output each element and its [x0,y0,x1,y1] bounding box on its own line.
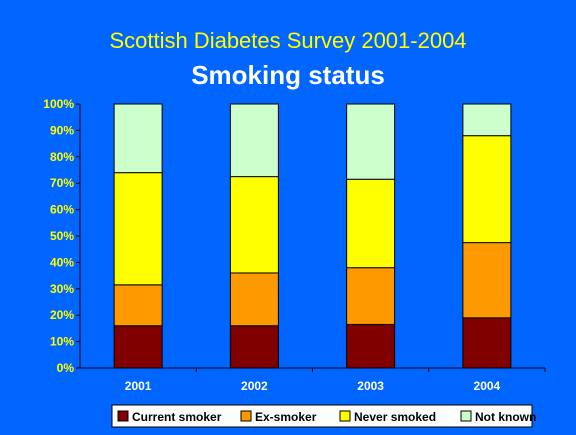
y-tick-label: 10% [50,335,74,349]
bar-segment-never-smoked [346,178,396,269]
bar-segment-ex-smoker [113,284,163,327]
chart-subtitle: Smoking status [191,60,385,90]
y-tick-label: 30% [50,282,74,296]
x-tick-label: 2004 [474,379,501,393]
y-tick-label: 40% [50,255,74,269]
y-tick-label: 100% [43,97,74,111]
bar-segment-not-known [346,103,396,180]
bar-segment-current-smoker [462,317,512,369]
bar-segment-not-known [462,103,512,137]
bar-segment-current-smoker [346,323,396,369]
legend-swatch [240,410,252,422]
y-tick-label: 20% [50,308,74,322]
legend-label: Current smoker [132,410,222,424]
x-tick-label: 2001 [125,379,152,393]
bar-segment-current-smoker [113,325,163,369]
bar-segment-never-smoked [229,176,279,274]
bar-segment-never-smoked [113,172,163,286]
bar-segment-not-known [229,103,279,178]
legend-swatch [339,410,351,422]
legend-box [111,404,533,428]
bar-segment-ex-smoker [462,242,512,319]
legend-swatch [460,410,472,422]
y-tick-label: 80% [50,150,74,164]
plot-area: 0% 10% 20% 30% 40% 50% 60% 70% 80% 90% 100% 2001 200… [43,97,546,393]
x-tick-label: 2002 [241,379,268,393]
bar-segment-current-smoker [229,325,279,369]
bar-segment-not-known [113,103,163,174]
y-tick-label: 0% [57,361,75,375]
legend-label: Not known [475,410,536,424]
bar-segment-ex-smoker [229,272,279,327]
legend-label: Ex-smoker [255,410,317,424]
y-tick-label: 90% [50,123,74,137]
chart-title: Scottish Diabetes Survey 2001-2004 [109,28,466,53]
bar-segment-ex-smoker [346,267,396,325]
legend: Current smoker Ex-smoker Never smoked Not k… [111,404,536,428]
y-tick-label: 70% [50,176,74,190]
y-tick-label: 50% [50,229,74,243]
bar-segment-never-smoked [462,135,512,244]
x-tick-label: 2003 [357,379,384,393]
y-tick-label: 60% [50,203,74,217]
legend-swatch [117,410,129,422]
legend-label: Never smoked [354,410,436,424]
